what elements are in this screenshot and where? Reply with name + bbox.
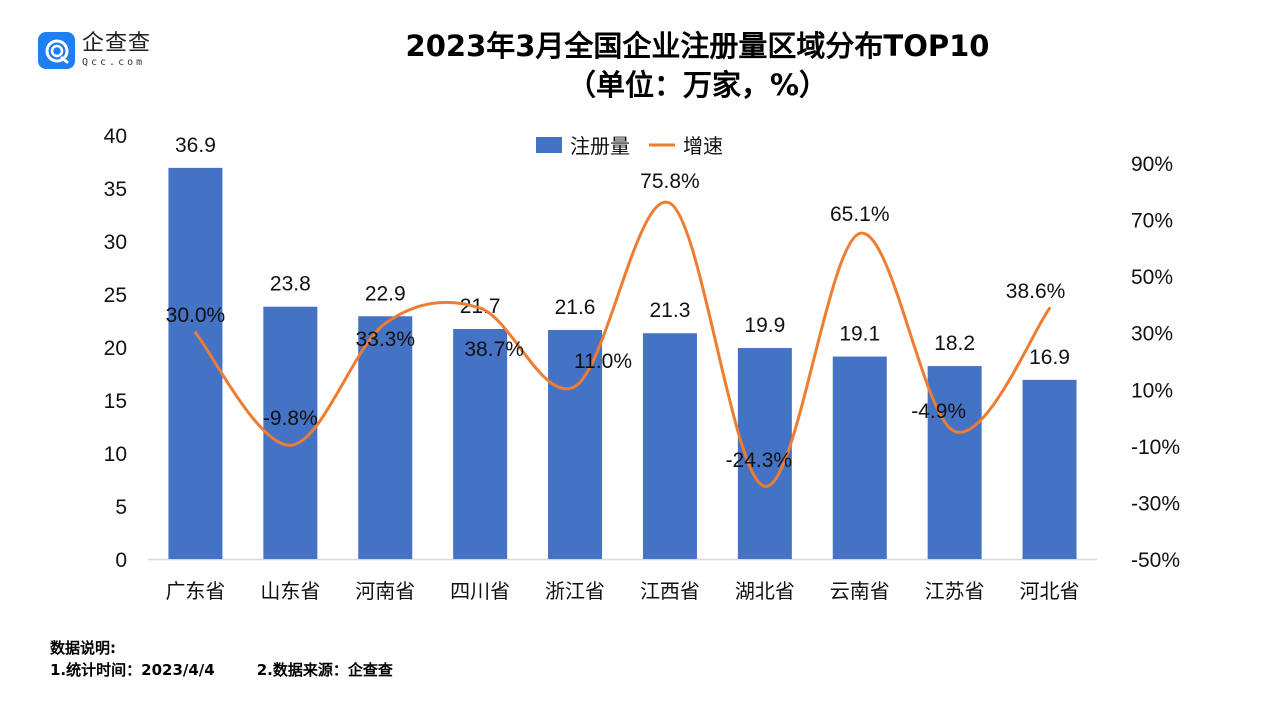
- right-axis-tick-label: -50%: [1131, 549, 1180, 572]
- left-axis-tick-label: 5: [115, 496, 127, 519]
- bar: [168, 167, 223, 560]
- line-data-label: 75.8%: [640, 170, 700, 193]
- left-axis-tick-label: 20: [104, 337, 127, 360]
- left-axis-tick-label: 0: [115, 549, 127, 572]
- qcc-logo: 企查查 Qcc.com: [38, 32, 151, 69]
- legend: 注册量 增速: [536, 134, 723, 158]
- line-data-label: 38.7%: [464, 338, 524, 361]
- right-axis-tick-label: -30%: [1131, 492, 1180, 515]
- bar-data-label: 21.7: [460, 295, 501, 318]
- bar-data-label: 36.9: [175, 134, 216, 157]
- right-axis: -50% -30% -10% 10% 30% 50% 70% 90%: [1131, 153, 1180, 572]
- qcc-logo-icon: [38, 32, 75, 69]
- bar: [832, 356, 887, 559]
- line-data-label: -9.8%: [263, 407, 318, 430]
- category-label: 浙江省: [545, 579, 605, 603]
- legend-label-bar: 注册量: [570, 134, 630, 158]
- notes-item-time: 1.统计时间：2023/4/4: [50, 661, 215, 679]
- left-axis-tick-label: 10: [104, 443, 127, 466]
- bars: [168, 167, 1077, 560]
- bar-data-label: 21.6: [555, 296, 596, 319]
- bar: [927, 366, 982, 559]
- line-data-label: 30.0%: [166, 304, 226, 327]
- bar-data-label: 22.9: [365, 282, 406, 305]
- bar-data-label: 19.9: [744, 314, 785, 337]
- line-data-label: 65.1%: [830, 203, 890, 226]
- bar-data-labels: 36.9 23.8 22.9 21.7 21.6 21.3 19.9 19.1 18.2 16.9: [175, 134, 1070, 369]
- growth-line: [193, 200, 1052, 488]
- left-axis-tick-label: 35: [104, 178, 127, 201]
- growth-line-path: [193, 200, 1052, 488]
- category-label: 湖北省: [735, 579, 795, 603]
- category-label: 江西省: [640, 579, 700, 603]
- chart-subtitle: （单位：万家，%）: [566, 68, 829, 102]
- right-axis-tick-label: 90%: [1131, 153, 1173, 176]
- logo-domain: Qcc.com: [82, 57, 146, 68]
- right-axis-tick-label: 30%: [1131, 323, 1173, 346]
- chart-title: 2023年3月全国企业注册量区域分布TOP10: [405, 29, 990, 63]
- category-label: 河北省: [1020, 579, 1080, 603]
- line-data-label: 33.3%: [355, 328, 415, 351]
- category-label: 河南省: [355, 579, 415, 603]
- bar: [1022, 379, 1077, 559]
- bar: [263, 306, 318, 559]
- bar-data-label: 21.3: [650, 299, 691, 322]
- left-axis-tick-label: 40: [104, 125, 127, 148]
- category-label: 四川省: [450, 579, 510, 603]
- right-axis-tick-label: 10%: [1131, 379, 1173, 402]
- right-axis-tick-label: -10%: [1131, 436, 1180, 459]
- line-data-label: 38.6%: [1006, 280, 1066, 303]
- bar-data-label: 16.9: [1029, 346, 1070, 369]
- line-data-label: 11.0%: [574, 350, 632, 373]
- bar: [358, 316, 413, 559]
- left-axis: 0 5 10 15 20 25 30 35 40: [104, 125, 127, 572]
- left-axis-tick-label: 15: [104, 390, 127, 413]
- category-label: 山东省: [260, 579, 320, 603]
- bar-data-label: 23.8: [270, 273, 311, 296]
- right-axis-tick-label: 70%: [1131, 210, 1173, 233]
- line-data-label: -4.9%: [911, 400, 966, 423]
- bar: [548, 330, 603, 559]
- bar-data-label: 18.2: [934, 332, 975, 355]
- bar: [642, 333, 697, 559]
- line-data-labels: 30.0% -9.8% 33.3% 38.7% 11.0% 75.8% -24.3% 65.1…: [166, 170, 1066, 472]
- data-notes: 数据说明: 1.统计时间：2023/4/4 2.数据来源：企查查: [50, 637, 393, 681]
- bar-data-label: 19.1: [839, 323, 880, 346]
- logo-name: 企查查: [82, 31, 152, 56]
- legend-label-line: 增速: [683, 134, 723, 158]
- left-axis-tick-label: 30: [104, 231, 127, 254]
- right-axis-tick-label: 50%: [1131, 266, 1173, 289]
- notes-heading: 数据说明:: [50, 639, 116, 657]
- category-labels: 广东省 山东省 河南省 四川省 浙江省 江西省 湖北省 云南省 江苏省 河北省: [165, 579, 1079, 603]
- category-label: 云南省: [830, 579, 890, 603]
- legend-swatch-bar: [536, 137, 562, 153]
- bar: [453, 328, 508, 559]
- category-label: 广东省: [165, 579, 225, 603]
- left-axis-tick-label: 25: [104, 284, 127, 307]
- notes-item-source: 2.数据来源：企查查: [256, 661, 393, 679]
- category-label: 江苏省: [925, 579, 985, 603]
- line-data-label: -24.3%: [726, 449, 793, 472]
- bar: [737, 348, 792, 559]
